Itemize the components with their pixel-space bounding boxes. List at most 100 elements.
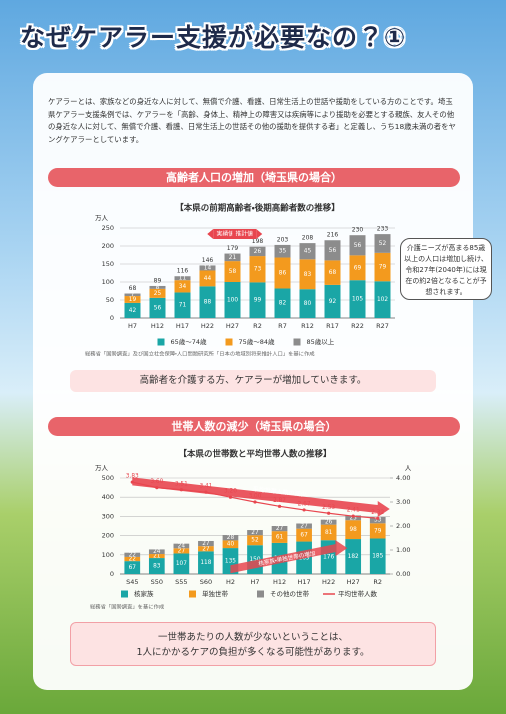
bar-label: 14 [204, 265, 212, 271]
bar-segment [374, 234, 391, 253]
bar-segment [124, 296, 141, 303]
bar-segment [199, 265, 216, 271]
total-label: 230 [352, 227, 364, 234]
x-tick-label: H27 [226, 322, 239, 330]
bar-label: 52 [379, 241, 387, 247]
bar-label: 176 [323, 555, 334, 561]
annotation-arrow [207, 229, 214, 239]
bar-segment [173, 553, 190, 574]
bar-label: 52 [251, 538, 259, 544]
total-label: 68 [129, 285, 137, 292]
bar-label: 182 [348, 554, 359, 560]
bar-label: 99 [254, 298, 262, 304]
bar-segment [299, 289, 316, 318]
bar-segment [224, 282, 241, 318]
chart: 【本県の前期高齢者・後期高齢者数の推移】万人 0 50 100 150 200 250 H7 H… [85, 203, 395, 358]
bar-label: 45 [304, 249, 312, 255]
bar-label: 26 [325, 520, 333, 526]
bar-segment [369, 523, 386, 539]
bar-segment [222, 540, 239, 549]
x-tick-label: H22 [322, 578, 335, 586]
legend-label: 単独世帯 [202, 589, 229, 598]
x-tick-label: H17 [298, 578, 311, 586]
legend-label: 75歳～84歳 [239, 337, 276, 346]
bar-label: 102 [377, 297, 388, 303]
total-label: 116 [177, 268, 189, 275]
bar-segment [148, 549, 165, 555]
total-label: 216 [327, 232, 339, 239]
bar-segment [198, 540, 214, 547]
total-label: 179 [227, 245, 239, 252]
bar-label: 25 [154, 291, 162, 297]
line-point [351, 514, 355, 518]
chart-title: 【本県の世帯数と平均世帯人数の推移】 [178, 449, 331, 460]
bar-label: 27 [202, 546, 210, 552]
annotation-box [232, 229, 257, 239]
bar-segment [149, 288, 166, 298]
message-line: 一世帯あたりの人数が少ないということは、 [157, 632, 348, 643]
message-box: 一世帯あたりの人数が少ないということは、 1人にかかるケアの負担が多くなる可能性… [70, 622, 436, 666]
total-label: 198 [252, 238, 264, 245]
y-tick-label: 200 [102, 532, 114, 540]
bar-label: 135 [225, 559, 236, 565]
x-tick-label: S55 [175, 578, 187, 586]
annotation: 実績値 [217, 230, 235, 238]
page-title: なぜケアラー支援が必要なの？① [20, 23, 407, 52]
x-tick-label: R27 [376, 322, 389, 330]
callout: 介護ニーズが高まる85歳以上の人口は増加し続け、令和27年(2040年)には現在… [400, 238, 492, 300]
annotation-box [213, 229, 238, 239]
bar-label: 105 [352, 297, 363, 303]
bar-segment [199, 270, 216, 287]
x-tick-label: H12 [151, 322, 164, 330]
x-tick-label: R22 [351, 322, 364, 330]
y-tick-label: 400 [102, 493, 114, 501]
x-tick-label: H22 [201, 322, 214, 330]
bar-segment [247, 535, 263, 546]
bar-segment [349, 235, 366, 256]
source-note: 総務省「国勢調査」及び国立社会保障・人口問題研究所「日本の地域別将来推計人口」を… [85, 350, 315, 358]
annotation: 推計値 [236, 230, 254, 238]
line-point [376, 516, 380, 520]
y-tick-label: 150 [102, 260, 114, 268]
bar-label: 61 [276, 535, 284, 541]
bar-segment [349, 255, 366, 281]
y-tick-label: 100 [102, 278, 114, 286]
x-tick-label: S50 [151, 578, 163, 586]
legend-label: 核家族 [134, 589, 154, 598]
annotation-arrow [230, 540, 348, 574]
bar-label: 26 [254, 249, 262, 255]
x-tick-label: R17 [326, 322, 339, 330]
bar-segment [148, 558, 165, 574]
bar-segment [124, 293, 141, 297]
bar-label: 107 [176, 561, 187, 567]
y2-tick-label: 3.00 [396, 498, 410, 506]
legend-swatch [157, 338, 165, 346]
bar-label: 27 [251, 530, 259, 536]
bar-label: 11 [179, 276, 187, 282]
bar-label: 82 [279, 301, 287, 307]
y-tick-label: 500 [102, 474, 114, 482]
bar-segment [369, 516, 386, 524]
bar-label: 81 [325, 530, 333, 536]
legend-swatch [257, 590, 264, 598]
y-tick-label: 250 [102, 224, 114, 232]
bar-label: 100 [227, 298, 238, 304]
bar-label: 79 [374, 528, 382, 534]
bar-label: 21 [229, 255, 237, 261]
x-tick-label: R2 [373, 578, 382, 586]
bar-segment [174, 280, 191, 293]
bar-segment [296, 523, 312, 529]
message-line: 1人にかかるケアの負担が多くなる可能性があります。 [136, 647, 370, 658]
bar-segment [173, 543, 190, 549]
y-tick-label: 0 [110, 570, 114, 578]
bar-segment [222, 535, 239, 541]
line-point [302, 508, 306, 512]
bar-label: 67 [300, 533, 308, 539]
y-tick-label: 50 [106, 296, 114, 304]
y-tick-label: 200 [102, 242, 114, 250]
source-note: 総務省「国勢調査」を基に作成 [90, 603, 165, 611]
bar-segment [349, 280, 366, 318]
bar-label: 118 [200, 560, 211, 566]
legend-label: その他の世帯 [270, 589, 310, 598]
bar-segment [124, 556, 141, 562]
